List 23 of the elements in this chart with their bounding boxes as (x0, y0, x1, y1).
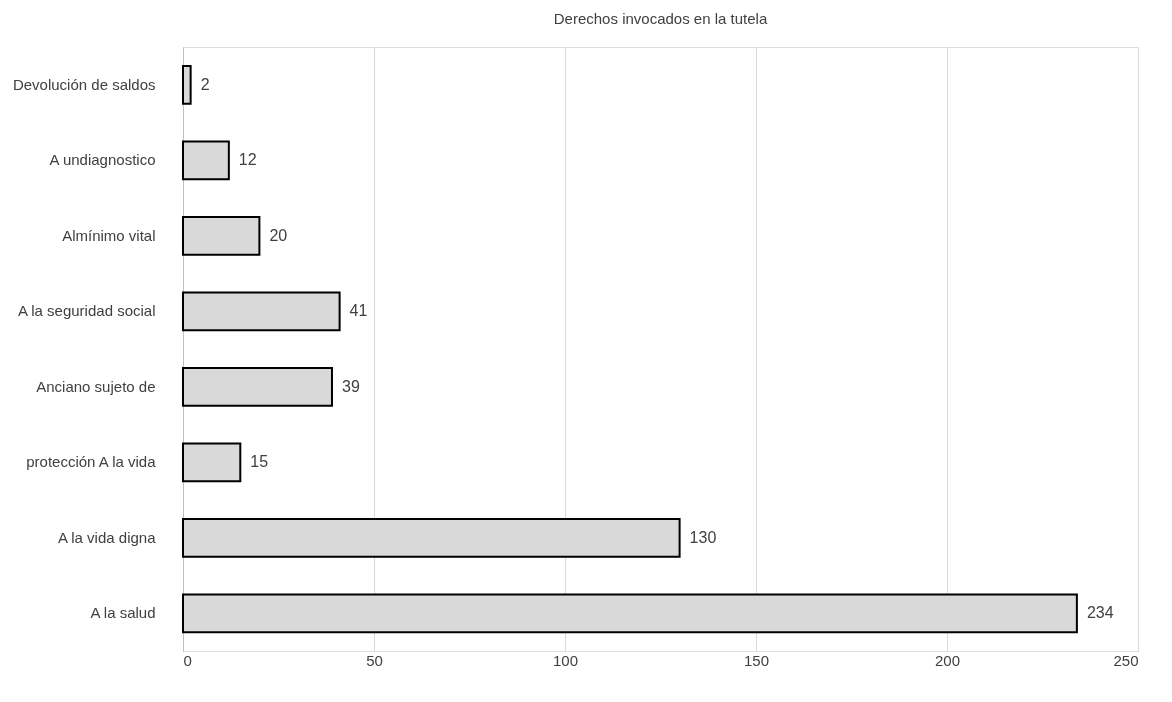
data-label: 39 (341, 377, 360, 395)
x-tick-label: 50 (366, 651, 383, 669)
y-tick-label: A la vida digna (57, 528, 157, 546)
data-label: 20 (269, 226, 288, 244)
data-label: 2 (200, 75, 210, 93)
x-tick-label: 200 (934, 651, 961, 669)
chart-title: Derechos invocados en la tutela (553, 10, 768, 27)
x-tick-label: 0 (183, 651, 192, 669)
data-label: 12 (238, 151, 257, 169)
y-tick-label: A undiagnostico (49, 151, 156, 169)
y-tick-label: A la seguridad social (17, 302, 156, 320)
x-tick-label: 250 (1113, 651, 1139, 669)
y-tick-label: Devolución de saldos (12, 75, 156, 93)
y-tick-label: Almínimo vital (62, 226, 156, 244)
data-label: 234 (1086, 604, 1114, 622)
data-label: 15 (250, 453, 269, 471)
x-tick-label: 150 (743, 651, 770, 669)
y-tick-label: protección A la vida (26, 453, 157, 471)
y-tick-label: Anciano sujeto de (36, 377, 156, 395)
data-label: 41 (349, 302, 368, 320)
data-label: 130 (689, 528, 717, 546)
x-tick-label: 100 (552, 651, 579, 669)
y-tick-label: A la salud (90, 604, 156, 622)
